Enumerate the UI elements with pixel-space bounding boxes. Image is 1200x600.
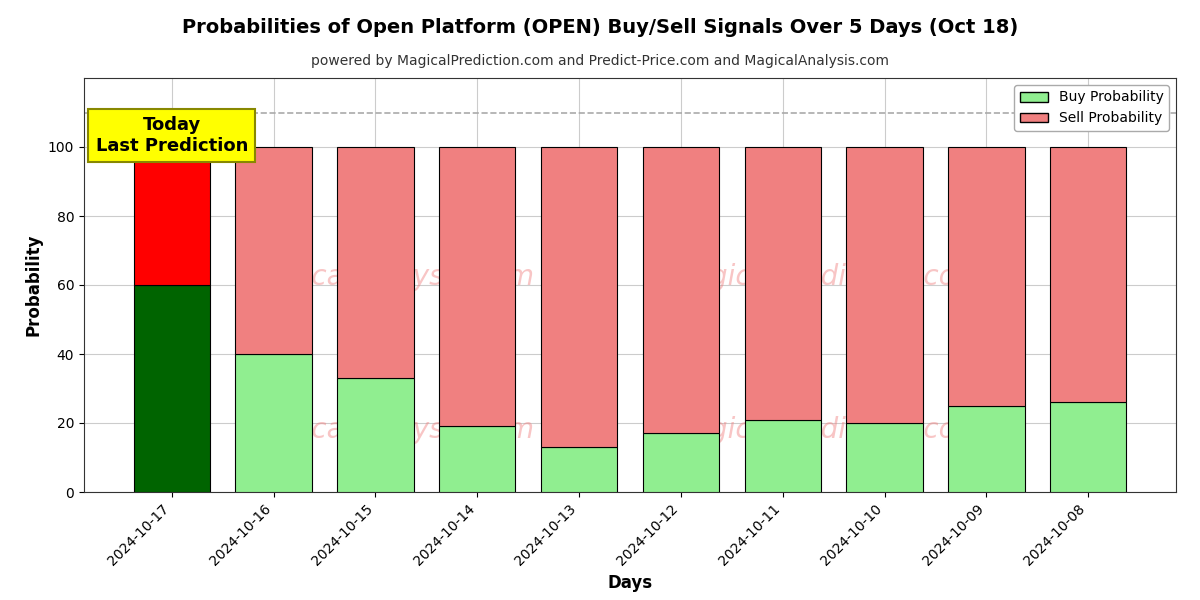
Legend: Buy Probability, Sell Probability: Buy Probability, Sell Probability	[1014, 85, 1169, 131]
Bar	[643, 147, 719, 433]
Bar	[541, 447, 617, 492]
Text: Probabilities of Open Platform (OPEN) Buy/Sell Signals Over 5 Days (Oct 18): Probabilities of Open Platform (OPEN) Bu…	[182, 18, 1018, 37]
Bar	[948, 406, 1025, 492]
Text: MagicalPrediction.com: MagicalPrediction.com	[670, 416, 983, 444]
Bar	[744, 419, 821, 492]
X-axis label: Days: Days	[607, 574, 653, 592]
Bar	[337, 378, 414, 492]
Text: powered by MagicalPrediction.com and Predict-Price.com and MagicalAnalysis.com: powered by MagicalPrediction.com and Pre…	[311, 54, 889, 68]
Bar	[439, 147, 516, 427]
Bar	[1050, 147, 1127, 402]
Bar	[1050, 402, 1127, 492]
Bar	[643, 433, 719, 492]
Bar	[439, 427, 516, 492]
Bar	[846, 423, 923, 492]
Bar	[541, 147, 617, 447]
Bar	[235, 354, 312, 492]
Bar	[948, 147, 1025, 406]
Text: Today
Last Prediction: Today Last Prediction	[96, 116, 248, 155]
Bar	[133, 285, 210, 492]
Text: MagicalAnalysis.com: MagicalAnalysis.com	[245, 416, 534, 444]
Bar	[235, 147, 312, 354]
Bar	[846, 147, 923, 423]
Bar	[133, 147, 210, 285]
Y-axis label: Probability: Probability	[24, 234, 42, 336]
Text: MagicalPrediction.com: MagicalPrediction.com	[670, 263, 983, 291]
Text: MagicalAnalysis.com: MagicalAnalysis.com	[245, 263, 534, 291]
Bar	[337, 147, 414, 378]
Bar	[744, 147, 821, 419]
